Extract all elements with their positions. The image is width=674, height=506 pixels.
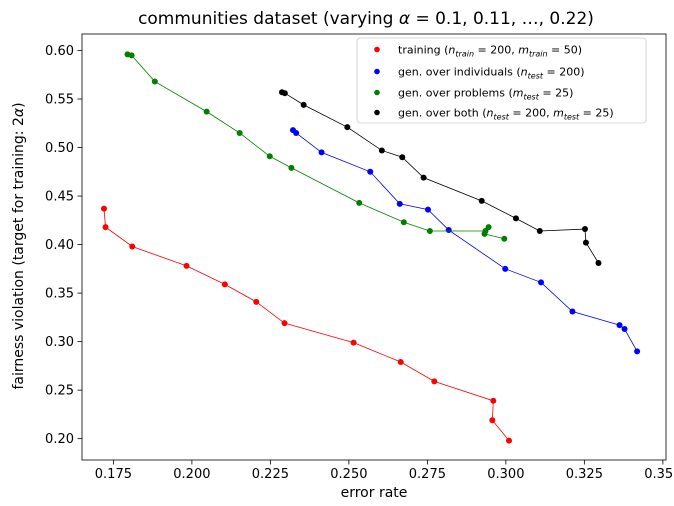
data-point bbox=[183, 262, 190, 269]
data-point bbox=[431, 378, 438, 385]
legend-marker-gen-both bbox=[374, 109, 380, 116]
data-point bbox=[445, 227, 452, 234]
data-point bbox=[582, 239, 589, 246]
plot-frame bbox=[81, 33, 667, 461]
data-point bbox=[100, 205, 107, 212]
x-tick-label: 0.350 bbox=[644, 467, 674, 482]
data-point bbox=[236, 129, 243, 136]
data-point bbox=[426, 227, 433, 234]
legend-label-gen-problems: gen. over problems (mtest = 25) bbox=[398, 87, 573, 102]
y-tick-label: 0.30 bbox=[45, 335, 74, 350]
data-point bbox=[350, 339, 357, 346]
data-point bbox=[300, 101, 307, 108]
data-point bbox=[221, 281, 228, 288]
data-point bbox=[616, 322, 623, 329]
data-point bbox=[281, 90, 288, 97]
series-0 bbox=[100, 205, 513, 444]
data-point bbox=[253, 298, 260, 305]
x-tick-label: 0.200 bbox=[173, 467, 210, 482]
y-tick-label: 0.45 bbox=[45, 190, 74, 205]
data-point bbox=[203, 108, 210, 115]
data-point bbox=[501, 235, 508, 242]
data-point bbox=[396, 200, 403, 207]
x-tick-label: 0.175 bbox=[95, 467, 132, 482]
legend-marker-gen-problems bbox=[374, 89, 380, 96]
data-point bbox=[367, 168, 374, 175]
data-point bbox=[266, 153, 273, 160]
y-tick-label: 0.55 bbox=[45, 93, 74, 108]
legend-label-training: training (ntrain = 200, mtrain = 50) bbox=[398, 44, 582, 59]
data-point bbox=[378, 147, 385, 154]
y-tick-label: 0.25 bbox=[45, 384, 74, 399]
data-point bbox=[536, 227, 543, 234]
data-point bbox=[595, 260, 602, 267]
data-point bbox=[151, 78, 158, 85]
data-point bbox=[102, 224, 109, 231]
x-axis-ticks: 0.175 0.200 0.225 0.250 0.275 0.300 0.325 0.350 bbox=[95, 460, 674, 482]
series-layer bbox=[100, 51, 641, 444]
data-point bbox=[581, 226, 588, 233]
data-point bbox=[293, 129, 300, 136]
data-point bbox=[356, 199, 363, 206]
legend-box bbox=[356, 37, 647, 124]
data-point bbox=[485, 224, 492, 231]
chart-title: communities dataset (varying α = 0.1, 0.… bbox=[138, 9, 594, 29]
y-axis-ticks: 0.20 0.25 0.30 0.35 0.40 0.45 0.50 0.55 0.60 bbox=[45, 44, 82, 447]
data-point bbox=[128, 52, 135, 59]
series-3 bbox=[279, 89, 602, 267]
x-tick-label: 0.300 bbox=[487, 467, 524, 482]
data-point bbox=[634, 348, 641, 355]
data-point bbox=[538, 279, 545, 286]
x-tick-label: 0.225 bbox=[252, 467, 289, 482]
legend-label-gen-both: gen. over both (ntest = 200, mtest = 25) bbox=[398, 107, 614, 122]
data-point bbox=[569, 308, 576, 315]
data-point bbox=[344, 124, 351, 131]
x-tick-label: 0.325 bbox=[566, 467, 603, 482]
y-tick-label: 0.40 bbox=[45, 238, 74, 253]
data-point bbox=[490, 397, 497, 404]
series-2 bbox=[124, 51, 508, 242]
y-tick-label: 0.60 bbox=[45, 44, 74, 59]
data-point bbox=[288, 164, 295, 171]
y-tick-label: 0.20 bbox=[45, 432, 74, 447]
y-axis-title: fairness violation (target for training:… bbox=[11, 102, 27, 389]
data-point bbox=[397, 358, 404, 365]
legend-label-gen-individuals: gen. over individuals (ntest = 200) bbox=[398, 66, 585, 81]
legend: training (ntrain = 200, mtrain = 50) gen… bbox=[356, 37, 647, 124]
data-point bbox=[420, 174, 427, 181]
data-point bbox=[506, 437, 513, 444]
data-point bbox=[129, 243, 136, 250]
legend-marker-training bbox=[374, 46, 380, 53]
series-1 bbox=[289, 127, 641, 355]
x-tick-label: 0.250 bbox=[330, 467, 367, 482]
data-point bbox=[281, 320, 288, 327]
data-point bbox=[481, 230, 488, 237]
data-point bbox=[621, 326, 628, 332]
data-point bbox=[478, 197, 485, 204]
data-point bbox=[489, 417, 496, 424]
data-point bbox=[318, 149, 325, 156]
x-tick-label: 0.275 bbox=[409, 467, 446, 482]
data-point bbox=[400, 219, 407, 226]
y-tick-label: 0.35 bbox=[45, 287, 74, 302]
data-point bbox=[399, 154, 406, 161]
x-axis-title: error rate bbox=[341, 485, 408, 501]
data-point bbox=[425, 206, 431, 213]
legend-marker-gen-individuals bbox=[374, 68, 380, 75]
data-point bbox=[512, 215, 519, 222]
y-tick-label: 0.50 bbox=[45, 141, 74, 156]
data-point bbox=[502, 265, 509, 272]
